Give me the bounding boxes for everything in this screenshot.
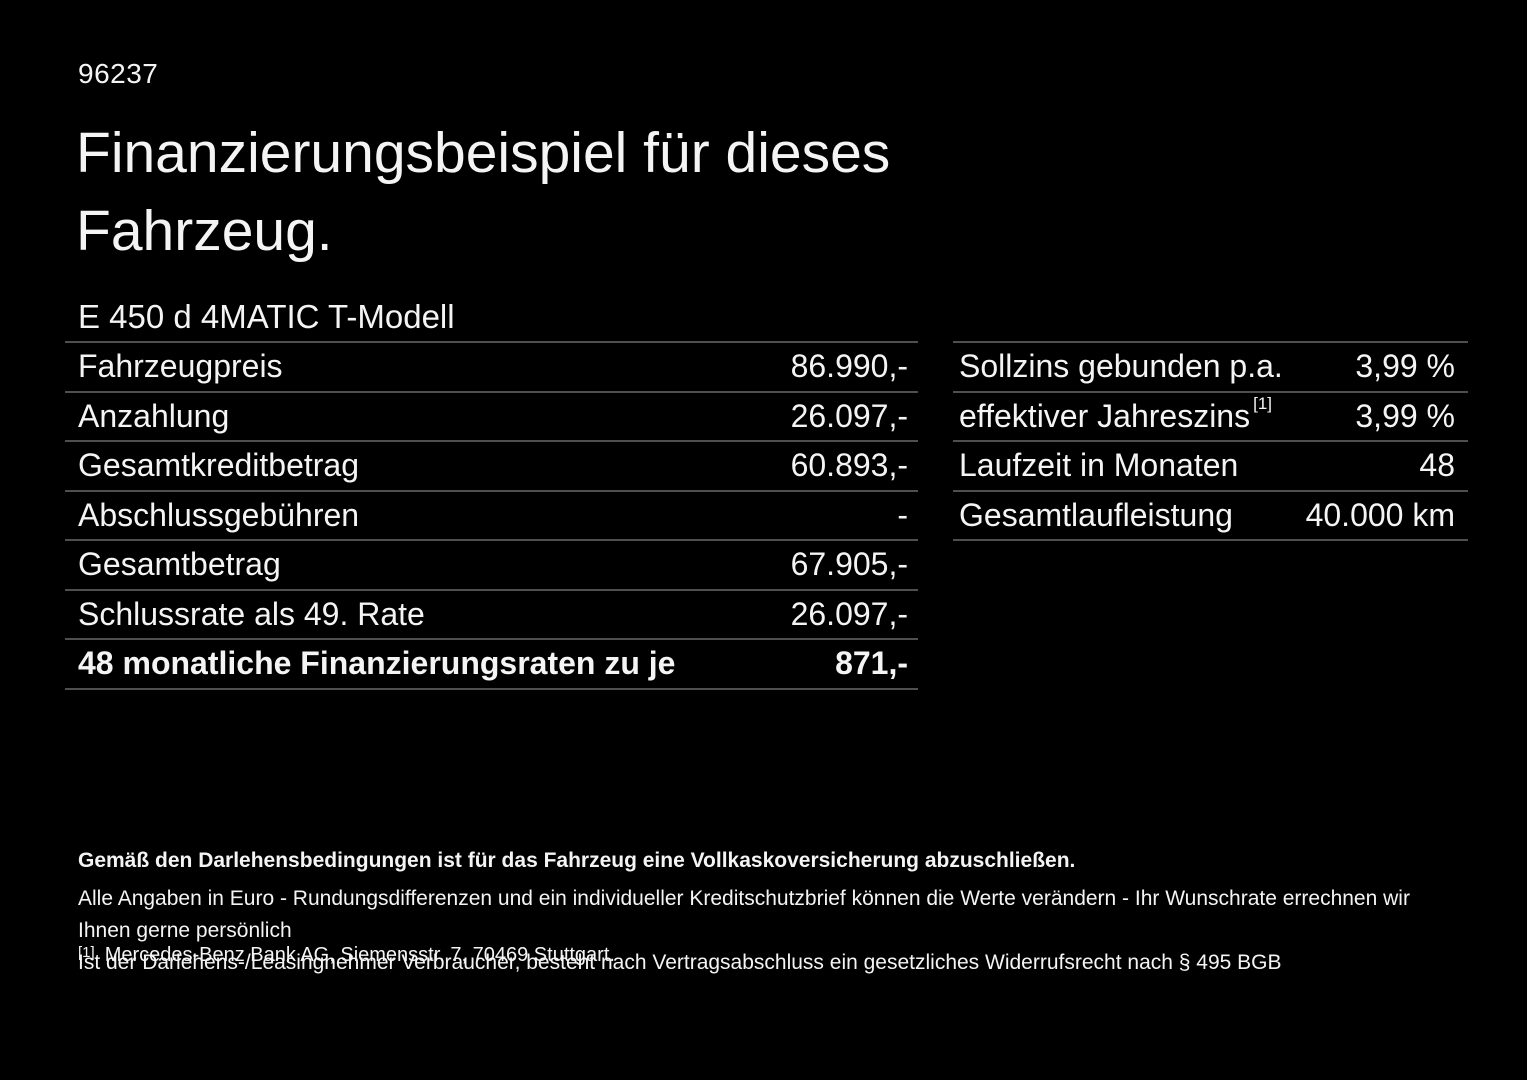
table-row-sollzins: Sollzins gebunden p.a. 3,99 % xyxy=(953,343,1468,393)
row-label: Schlussrate als 49. Rate xyxy=(78,595,425,632)
footnote-ref: [1] xyxy=(1253,393,1272,413)
insurance-note: Gemäß den Darlehensbedingungen ist für d… xyxy=(78,849,1076,872)
row-value: - xyxy=(897,496,908,533)
row-value: 26.097,- xyxy=(790,397,908,434)
table-row-monatsraten: 48 monatliche Finanzierungsraten zu je 8… xyxy=(65,640,918,690)
table-row-gesamtlaufleistung: Gesamtlaufleistung 40.000 km xyxy=(953,492,1468,541)
footnote-text: Mercedes-Benz Bank AG, Siemensstr. 7, 70… xyxy=(104,944,615,966)
withdrawal-right-note: Ist der Darlehens-/Leasingnehmer Verbrau… xyxy=(78,951,1282,974)
row-label: effektiver Jahreszins [1] xyxy=(959,393,1272,434)
footnote-marker: [1] xyxy=(78,944,95,961)
vehicle-model-name: E 450 d 4MATIC T-Modell xyxy=(78,298,455,335)
row-label: Laufzeit in Monaten xyxy=(959,447,1239,484)
row-value: 48 xyxy=(1419,447,1455,484)
table-row-gesamtkreditbetrag: Gesamtkreditbetrag 60.893,- xyxy=(65,442,918,492)
table-row-laufzeit: Laufzeit in Monaten 48 xyxy=(953,442,1468,492)
row-value: 60.893,- xyxy=(790,447,908,484)
row-value: 26.097,- xyxy=(790,595,908,632)
page-title: Finanzierungsbeispiel für dieses Fahrzeu… xyxy=(76,114,890,270)
legal-notes: Gemäß den Darlehensbedingungen ist für d… xyxy=(78,849,1458,979)
table-row-effektiver-jahreszins: effektiver Jahreszins [1] 3,99 % xyxy=(953,393,1468,442)
row-label: Gesamtlaufleistung xyxy=(959,496,1233,533)
row-label: Anzahlung xyxy=(78,397,230,434)
bank-footnote: [1] Mercedes-Benz Bank AG, Siemensstr. 7,… xyxy=(78,944,615,967)
row-label: Abschlussgebühren xyxy=(78,496,360,533)
euro-rounding-note: Alle Angaben in Euro - Rundungsdifferenz… xyxy=(78,887,1410,942)
table-row-schlussrate: Schlussrate als 49. Rate 26.097,- xyxy=(65,591,918,640)
table-row-gesamtbetrag: Gesamtbetrag 67.905,- xyxy=(65,541,918,591)
row-value: 67.905,- xyxy=(790,546,908,583)
row-value: 40.000 km xyxy=(1305,496,1455,533)
row-label: Gesamtbetrag xyxy=(78,546,281,583)
table-row-fahrzeugpreis: Fahrzeugpreis 86.990,- xyxy=(65,343,918,393)
row-value: 871,- xyxy=(835,645,908,682)
table-row-abschlussgebuehren: Abschlussgebühren - xyxy=(65,492,918,541)
page-title-line2: Fahrzeug. xyxy=(76,199,333,263)
reference-number: 96237 xyxy=(78,58,159,89)
financing-table-left: Fahrzeugpreis 86.990,- Anzahlung 26.097,… xyxy=(65,341,918,690)
row-value: 3,99 % xyxy=(1355,348,1455,385)
row-label: Gesamtkreditbetrag xyxy=(78,447,360,484)
row-label: 48 monatliche Finanzierungsraten zu je xyxy=(78,645,676,682)
table-row-anzahlung: Anzahlung 26.097,- xyxy=(65,393,918,442)
page-title-line1: Finanzierungsbeispiel für dieses xyxy=(76,121,891,185)
financing-table-right: Sollzins gebunden p.a. 3,99 % effektiver… xyxy=(953,341,1468,541)
row-label: Sollzins gebunden p.a. xyxy=(959,348,1283,385)
row-value: 3,99 % xyxy=(1355,397,1455,434)
row-label: Fahrzeugpreis xyxy=(78,348,283,385)
row-value: 86.990,- xyxy=(790,348,908,385)
